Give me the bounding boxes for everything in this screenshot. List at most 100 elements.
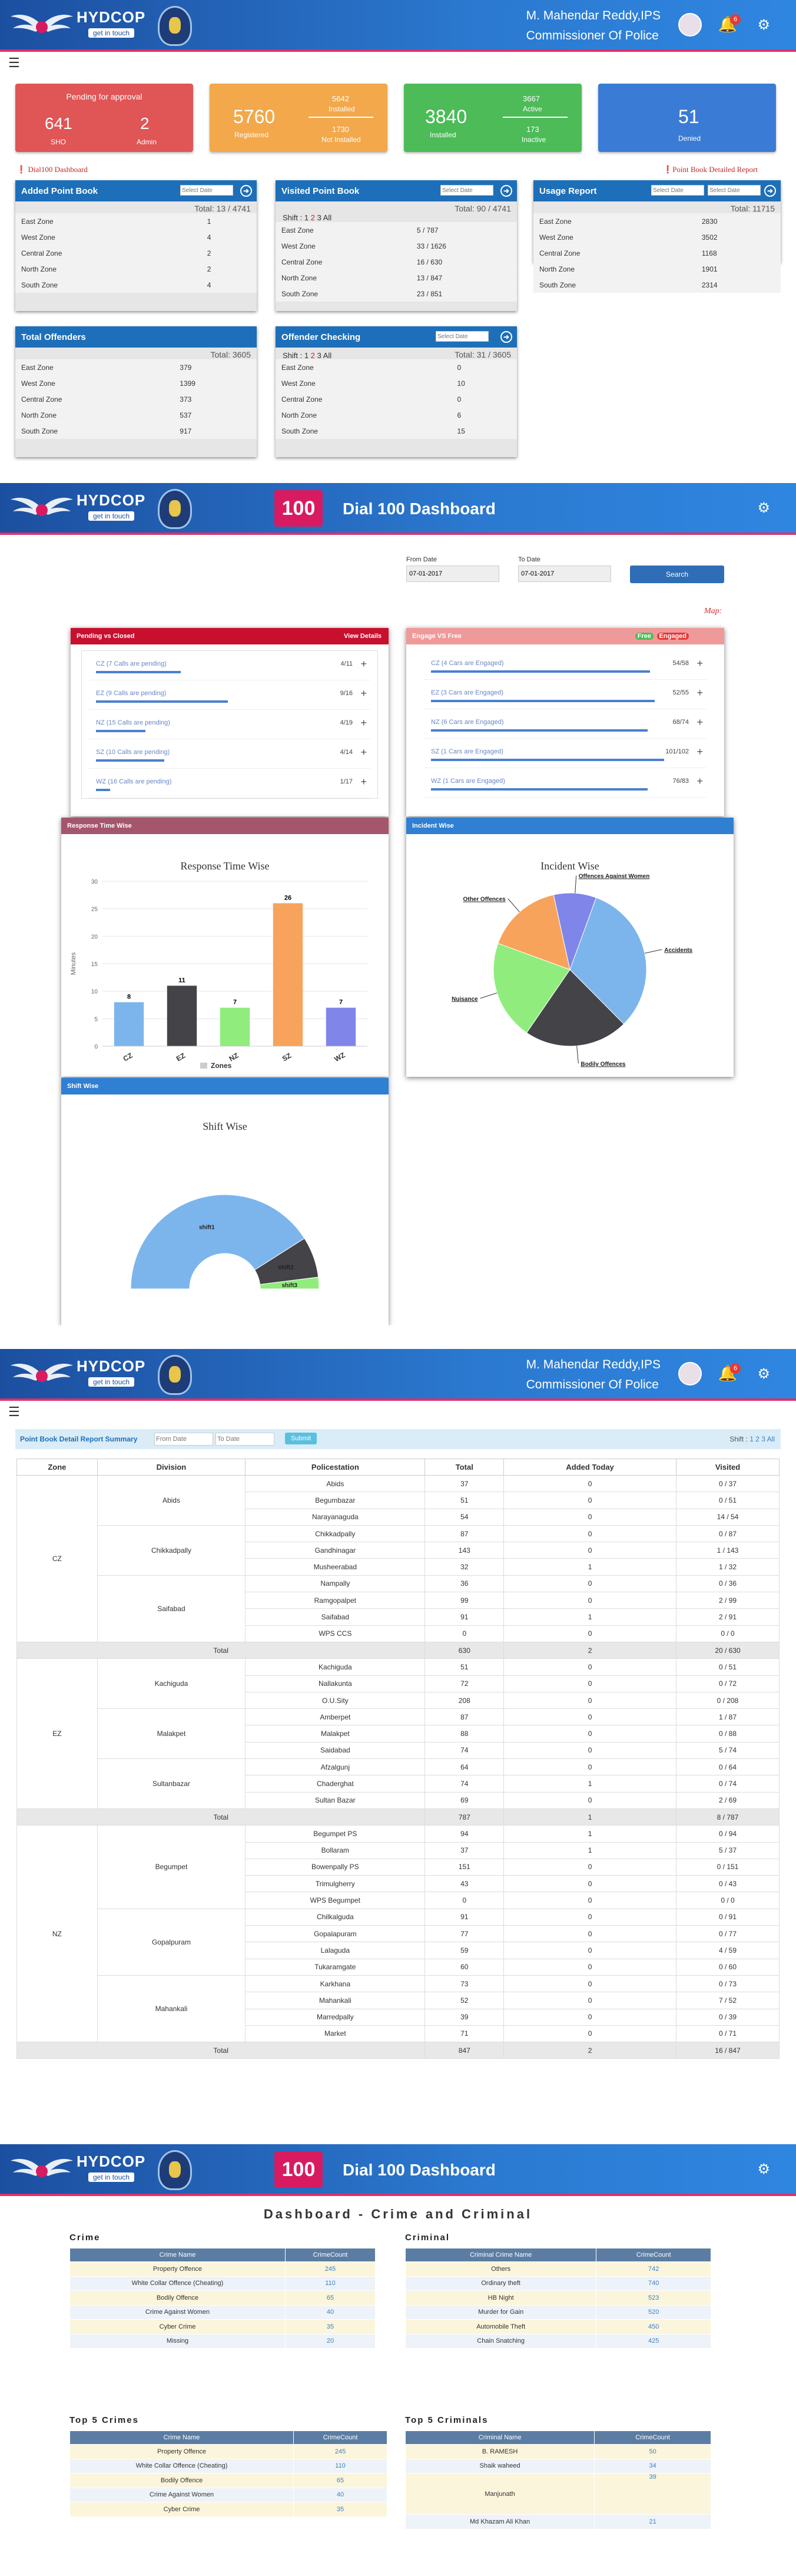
plus-icon[interactable]: + xyxy=(696,657,703,669)
arrow-icon[interactable]: ➜ xyxy=(240,185,252,197)
to-date-input[interactable] xyxy=(215,1433,274,1446)
table-row[interactable]: Crime Against Women 40 xyxy=(69,2304,376,2320)
zone-name: East Zone xyxy=(15,213,201,230)
arrow-icon[interactable]: ➜ xyxy=(500,331,512,343)
table-row[interactable]: Missing 20 xyxy=(69,2333,376,2349)
count-cell: 35 xyxy=(293,2502,387,2517)
shift-all[interactable]: All xyxy=(767,1435,775,1443)
view-details-link[interactable]: View Details xyxy=(344,633,382,640)
column-header: CrimeCount xyxy=(596,2248,711,2262)
table-row[interactable]: Shaik waheed 34 xyxy=(404,2458,711,2474)
date-input[interactable] xyxy=(651,185,704,196)
plus-icon[interactable]: + xyxy=(696,775,703,787)
shift-all[interactable]: All xyxy=(323,213,332,222)
shift-1[interactable]: 1 xyxy=(304,351,309,360)
table-row[interactable]: Others 742 xyxy=(404,2261,711,2277)
date-input[interactable] xyxy=(436,331,489,342)
table-row[interactable]: B. RAMESH 50 xyxy=(404,2444,711,2459)
policestation-cell: O.U.Sity xyxy=(245,1691,426,1709)
shift-2[interactable]: 2 xyxy=(755,1435,759,1443)
table-row[interactable]: Property Offence 245 xyxy=(69,2444,387,2459)
gear-icon[interactable]: ⚙ xyxy=(757,1366,770,1382)
avatar[interactable] xyxy=(678,1362,702,1385)
arrow-icon[interactable]: ➜ xyxy=(764,185,776,197)
dial100-dashboard-link[interactable]: ❗ Dial100 Dashboard xyxy=(16,165,88,174)
policestation-cell: Begumbazar xyxy=(245,1492,426,1509)
table-row[interactable]: Cyber Crime 35 xyxy=(69,2502,387,2517)
date-input[interactable] xyxy=(180,185,233,196)
total-cell: 94 xyxy=(424,1825,505,1843)
menu-icon[interactable]: ☰ xyxy=(8,55,20,70)
row-value: 68/74 xyxy=(672,719,689,726)
table-row[interactable]: White Collar Offence (Cheating) 110 xyxy=(69,2458,387,2474)
table-row[interactable]: Ordinary theft 740 xyxy=(404,2276,711,2291)
total-cell: 72 xyxy=(424,1675,505,1692)
gear-icon[interactable]: ⚙ xyxy=(757,500,770,516)
date-input-2[interactable] xyxy=(708,185,761,196)
table-row[interactable]: Automobile Theft 450 xyxy=(404,2319,711,2334)
shift-3[interactable]: 3 xyxy=(317,351,321,360)
arrow-icon[interactable]: ➜ xyxy=(500,185,512,197)
search-button[interactable]: Search xyxy=(630,566,724,583)
from-date-input[interactable] xyxy=(154,1433,213,1446)
shift-1[interactable]: 1 xyxy=(749,1435,754,1443)
table-row[interactable]: Cyber Crime 35 xyxy=(69,2319,376,2334)
y-tick-label: 25 xyxy=(91,907,98,913)
table-row[interactable]: Manjunath 39 xyxy=(404,2473,711,2515)
report-table: Zone Division Policestation Total Added Toda… xyxy=(16,1459,780,2059)
avatar[interactable] xyxy=(678,13,702,37)
shift-2[interactable]: 2 xyxy=(310,351,315,360)
table-row[interactable]: White Collar Offence (Cheating) 110 xyxy=(69,2276,376,2291)
to-date-input[interactable] xyxy=(518,566,611,582)
denied-card[interactable]: 51 Denied xyxy=(598,84,776,152)
shift-all[interactable]: All xyxy=(323,351,332,360)
from-date-input[interactable] xyxy=(406,566,499,582)
division-cell: Saifabad xyxy=(97,1575,246,1642)
table-row[interactable]: Bodily Offence 65 xyxy=(69,2290,376,2306)
plus-icon[interactable]: + xyxy=(696,716,703,728)
shift-3[interactable]: 3 xyxy=(317,213,321,222)
plus-icon[interactable]: + xyxy=(696,687,703,699)
installed-card[interactable]: 3840 Installed 3667 Active 173 Inactive xyxy=(404,84,582,152)
table-row[interactable]: HB Night 523 xyxy=(404,2290,711,2306)
progress-bar xyxy=(96,671,181,673)
total-cell: 143 xyxy=(424,1542,505,1559)
count-cell: 35 xyxy=(284,2319,376,2334)
visited-cell: 1 / 87 xyxy=(676,1708,780,1726)
shift-2[interactable]: 2 xyxy=(310,213,315,222)
menu-icon[interactable]: ☰ xyxy=(8,1404,20,1419)
table-row[interactable]: Md Khazam Ali Khan 21 xyxy=(404,2514,711,2529)
pending-approval-card[interactable]: Pending for approval 641 SHO 2 Admin xyxy=(15,84,193,152)
table-row[interactable]: Murder for Gain 520 xyxy=(404,2304,711,2320)
plus-icon[interactable]: + xyxy=(360,658,367,670)
table-row[interactable]: Crime Against Women 40 xyxy=(69,2487,387,2502)
table-row[interactable]: Bodily Offence 65 xyxy=(69,2473,387,2488)
column-header: Zone xyxy=(16,1459,98,1476)
date-input[interactable] xyxy=(440,185,493,196)
shift-1[interactable]: 1 xyxy=(304,213,309,222)
brand-tagline: get in touch xyxy=(88,2172,135,2182)
map-link[interactable]: Map: xyxy=(704,607,722,616)
visited-cell: 0 / 71 xyxy=(676,2025,780,2043)
total-cell: 69 xyxy=(424,1791,505,1809)
registered-card[interactable]: 5760 Registered 5642 Installed 1730 Not … xyxy=(210,84,387,152)
plus-icon[interactable]: + xyxy=(360,746,367,758)
list-item: NZ (6 Cars are Engaged) 68/74 + xyxy=(424,709,707,739)
table-row: North Zone 6 xyxy=(276,407,517,424)
gear-icon[interactable]: ⚙ xyxy=(757,17,770,33)
plus-icon[interactable]: + xyxy=(360,776,367,788)
plus-icon[interactable]: + xyxy=(696,746,703,758)
column-header: Division xyxy=(97,1459,246,1476)
submit-button[interactable]: Submit xyxy=(285,1433,317,1444)
added-today-cell: 0 xyxy=(503,1741,677,1760)
zone-value: 2 xyxy=(201,261,257,277)
plus-icon[interactable]: + xyxy=(360,717,367,729)
plus-icon[interactable]: + xyxy=(360,687,367,699)
table-row[interactable]: Chain Snatching 425 xyxy=(404,2333,711,2349)
shift-3[interactable]: 3 xyxy=(761,1435,765,1443)
point-book-report-link[interactable]: ❗Point Book Detailed Report xyxy=(663,165,758,174)
table-row[interactable]: Property Offence 245 xyxy=(69,2261,376,2277)
zone-value: 1 xyxy=(201,213,257,230)
gear-icon[interactable]: ⚙ xyxy=(757,2161,770,2177)
total-cell: 0 xyxy=(424,1892,505,1909)
